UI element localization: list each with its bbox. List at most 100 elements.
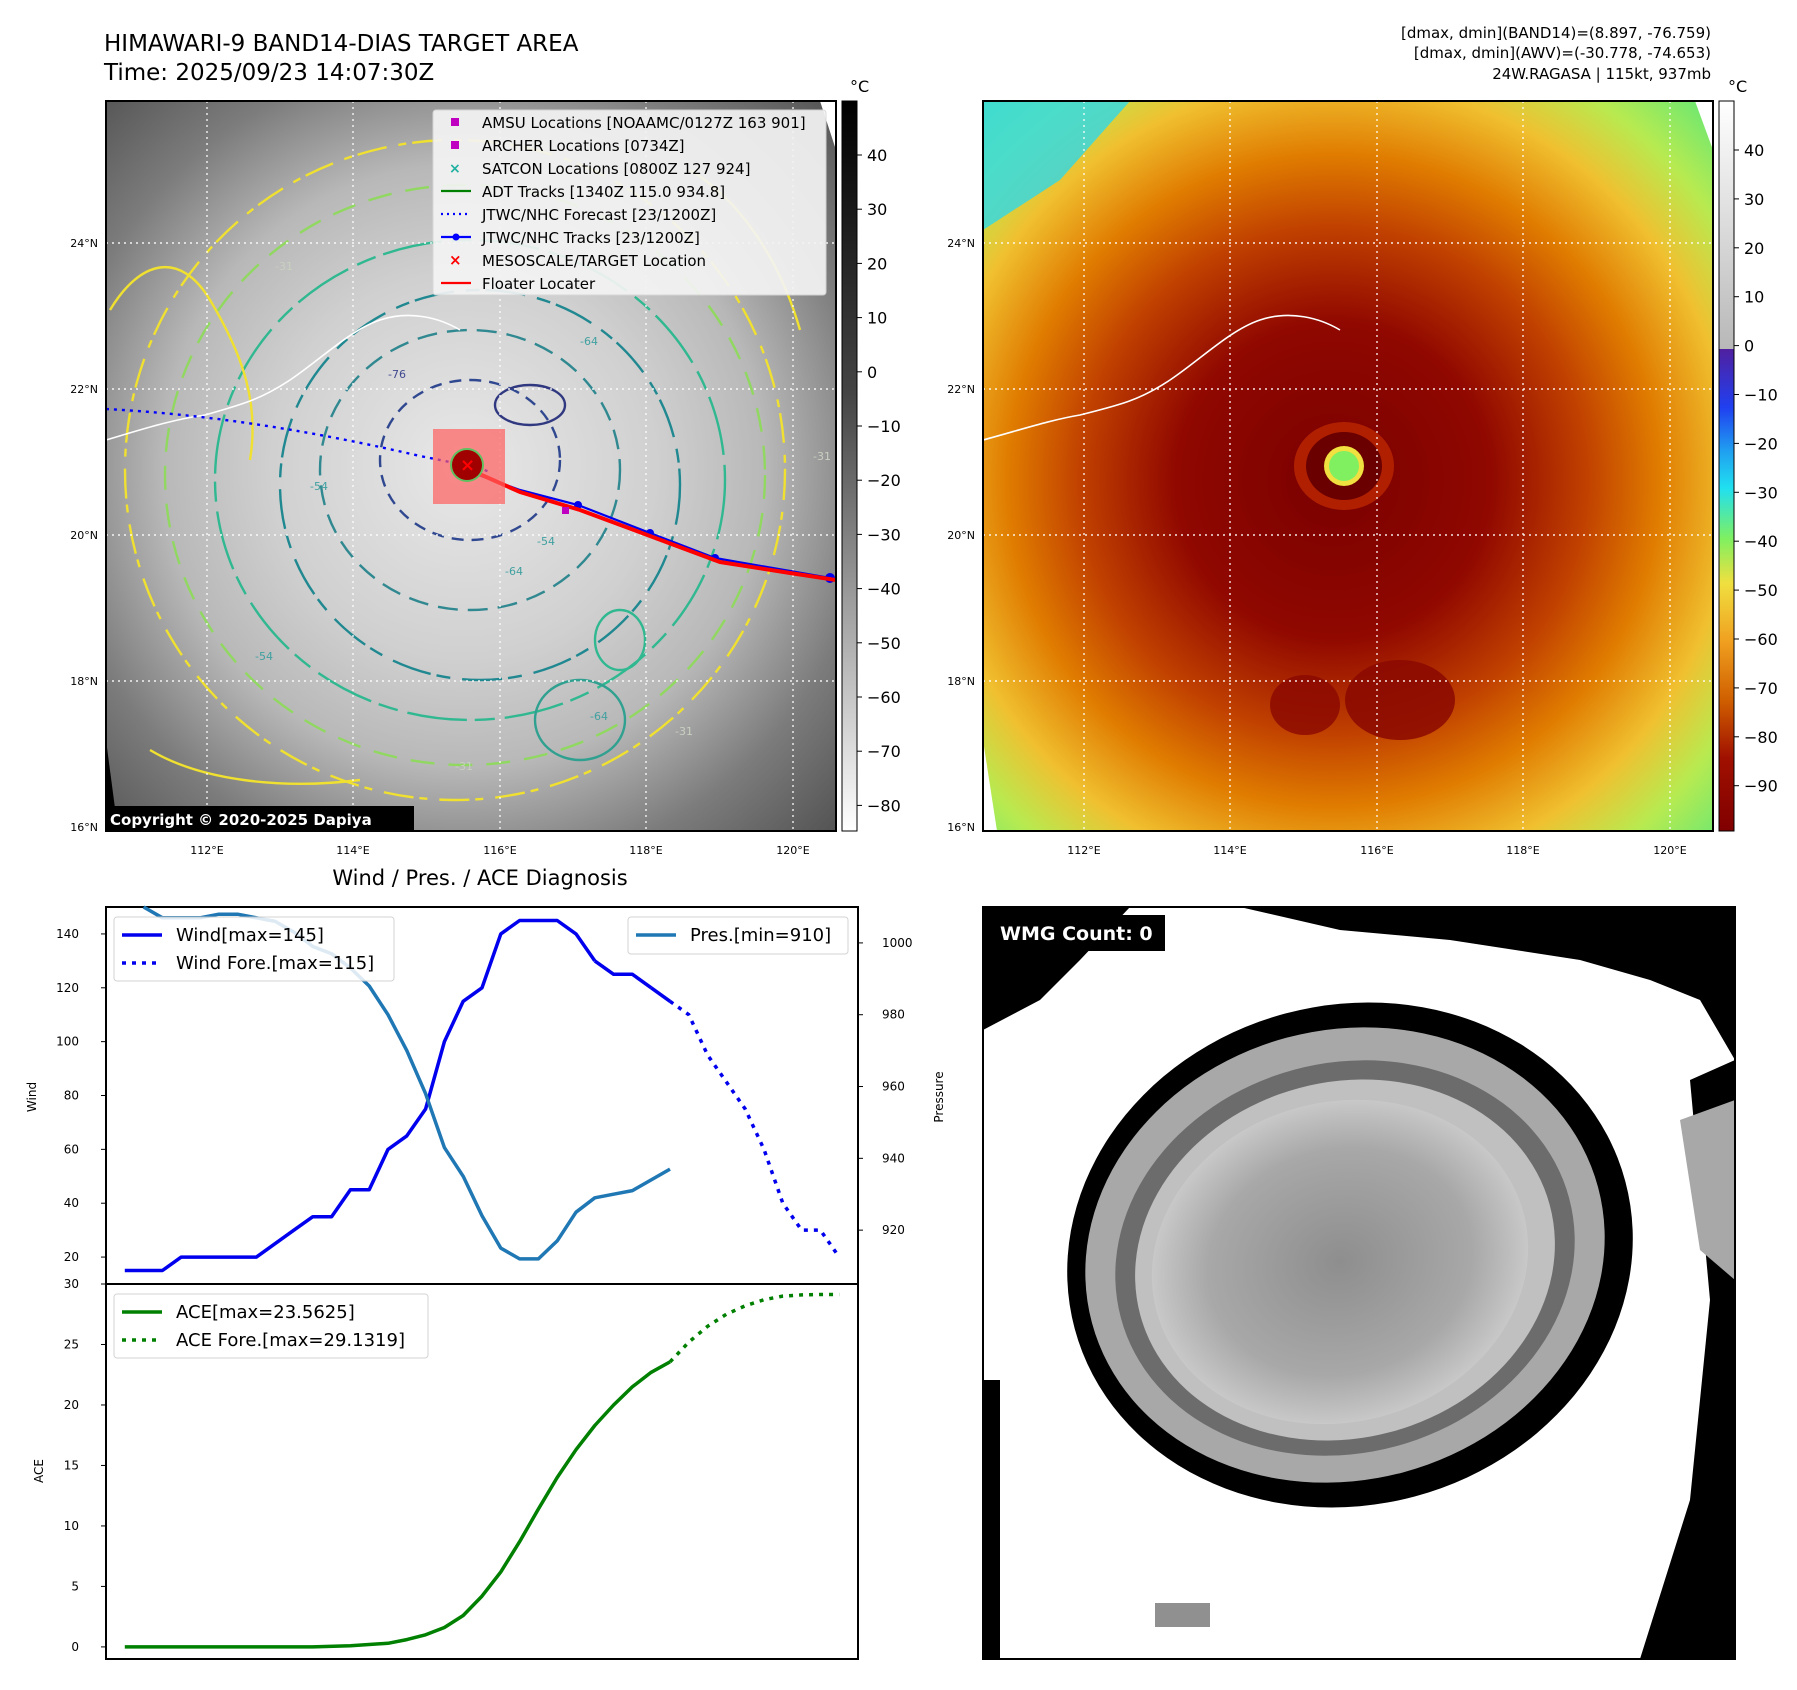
series-line-wind <box>650 986 672 1003</box>
y-tick-label: 40 <box>64 1196 79 1210</box>
lon-label: 114°E <box>336 844 369 857</box>
left-map-lon-labels: 112°E 114°E 116°E 118°E 120°E <box>190 844 809 857</box>
lon-label: 116°E <box>1360 844 1393 857</box>
colorbar-tick-label: 30 <box>867 200 887 219</box>
colorbar-tick-label: −60 <box>867 688 901 707</box>
wmg-count-label: WMG Count: 0 <box>1000 923 1153 945</box>
cold-cloud-band <box>1270 675 1340 735</box>
y-right-tick-label: 980 <box>882 1008 905 1022</box>
color-colorbar-strip <box>1718 100 1735 832</box>
target-x-icon: × <box>449 251 462 269</box>
colorbar-tick-label: −20 <box>867 471 901 490</box>
colorbar-tick-label: 0 <box>1744 337 1754 356</box>
series-line-ace <box>124 1360 671 1649</box>
track-dot-icon <box>452 233 460 241</box>
right-map-frame <box>982 100 1714 832</box>
lon-label: 116°E <box>483 844 516 857</box>
left-map-frame <box>105 100 837 832</box>
series-line-wind <box>124 918 597 1273</box>
ace-axis-ticks: 0 5 10 15 20 25 30 <box>64 1277 106 1654</box>
colorbar-tick-label: −70 <box>1744 679 1778 698</box>
contour-label: -31 <box>275 260 293 273</box>
storm-info: 24W.RAGASA | 115kt, 937mb <box>1492 65 1711 83</box>
copyright-box <box>106 806 414 831</box>
storm-eye <box>451 449 483 481</box>
y-tick-label: 5 <box>71 1579 79 1593</box>
colorbar-tick-label: −50 <box>867 634 901 653</box>
legend-item-amsu: AMSU Locations [NOAAMC/0127Z 163 901] <box>482 114 806 132</box>
contour-label: -64 <box>505 565 523 578</box>
pressure-axis-ticks: 920 940 960 980 1000 <box>858 936 913 1237</box>
legend-item-archer: ARCHER Locations [0734Z] <box>482 137 685 155</box>
colorbar-tick-label: 20 <box>1744 239 1764 258</box>
contour-label-group: -31 -76 -64 -54 -31 -54 -64 -54 -64 -31 … <box>255 260 831 773</box>
floater-locator-track <box>465 466 836 582</box>
wind-forecast-legend-label: Wind Fore.[max=115] <box>176 953 374 974</box>
legend-item-floater: Floater Locater <box>482 275 596 293</box>
lat-label: 16°N <box>947 821 975 834</box>
no-data-corner <box>983 740 997 831</box>
lon-label: 112°E <box>1067 844 1100 857</box>
ace-legend-label: ACE[max=23.5625] <box>176 1302 355 1323</box>
ace-forecast-legend-label: ACE Fore.[max=29.1319] <box>176 1330 405 1351</box>
gray-colorbar-unit: °C <box>850 77 869 96</box>
y-tick-label: 25 <box>64 1337 79 1351</box>
figure-time: Time: 2025/09/23 14:07:30Z <box>103 60 434 86</box>
gray-colorbar: °C 40 30 20 10 0 −10 −20 −30 −40 −50 −60 −70 −80 <box>841 77 901 832</box>
right-map-lon-labels: 112°E 114°E 116°E 118°E 120°E <box>1067 844 1686 857</box>
map-gridlines <box>983 101 1713 831</box>
color-colorbar-unit: °C <box>1728 77 1747 96</box>
contour-label: -31 <box>455 760 473 773</box>
lon-label: 118°E <box>629 844 662 857</box>
wmg-dark-region <box>1240 907 1735 1060</box>
pressure-legend-label: Pres.[min=910] <box>690 925 831 946</box>
legend-box <box>432 109 827 296</box>
no-data-corner <box>106 101 118 831</box>
colorbar-tick-label: 30 <box>1744 190 1764 209</box>
colorbar-tick-label: −60 <box>1744 630 1778 649</box>
eye-center <box>1329 451 1359 481</box>
y-tick-label: 60 <box>64 1142 79 1156</box>
contour-label: -76 <box>388 368 406 381</box>
colorbar-tick-label: −70 <box>867 742 901 761</box>
colorbar-tick-label: 20 <box>867 254 887 273</box>
lon-label: 118°E <box>1506 844 1539 857</box>
colorbar-tick-label: −90 <box>1744 777 1778 796</box>
satcon-marker-icon: × <box>449 161 461 177</box>
color-ir-map <box>983 101 1713 831</box>
wind-series-lines <box>124 905 841 1273</box>
wmg-count-box <box>990 915 1165 951</box>
colorbar-tick-label: −50 <box>1744 581 1778 600</box>
pressure-axis-label: Pressure <box>932 1071 946 1122</box>
contour-label: -54 <box>255 650 273 663</box>
y-tick-label: 20 <box>64 1250 79 1264</box>
lon-label: 120°E <box>776 844 809 857</box>
clear-sky-region <box>983 101 1130 230</box>
colorbar-tick-label: −40 <box>867 580 901 599</box>
colorbar-tick-label: 0 <box>867 363 877 382</box>
lat-label: 16°N <box>70 821 98 834</box>
cold-cloud-band <box>1345 660 1455 740</box>
ace-series-lines <box>124 1292 840 1649</box>
y-tick-label: 80 <box>64 1089 79 1103</box>
contour-label: -31 <box>675 725 693 738</box>
colorbar-tick-label: −80 <box>867 796 901 815</box>
right-map-lat-labels: 24°N 22°N 20°N 18°N 16°N <box>947 237 975 834</box>
legend-item-adt: ADT Tracks [1340Z 115.0 934.8] <box>482 183 725 201</box>
no-data-corner-top <box>1695 101 1713 150</box>
lat-label: 18°N <box>947 675 975 688</box>
colorbar-tick-label: −40 <box>1744 532 1778 551</box>
legend-item-satcon: SATCON Locations [0800Z 127 924] <box>482 160 750 178</box>
contour-label: -64 <box>590 710 608 723</box>
lat-label: 22°N <box>70 383 98 396</box>
contour-label: -31 <box>813 450 831 463</box>
left-map-lat-labels: 24°N 22°N 20°N 18°N 16°N <box>70 237 98 834</box>
y-tick-label: 120 <box>56 981 79 995</box>
lon-label: 114°E <box>1213 844 1246 857</box>
lon-label: 120°E <box>1653 844 1686 857</box>
lat-label: 24°N <box>70 237 98 250</box>
wind-axis-ticks: 20 40 60 80 100 120 140 <box>56 927 106 1264</box>
y-tick-label: 15 <box>64 1458 79 1472</box>
colorbar-tick-label: −10 <box>867 417 901 436</box>
